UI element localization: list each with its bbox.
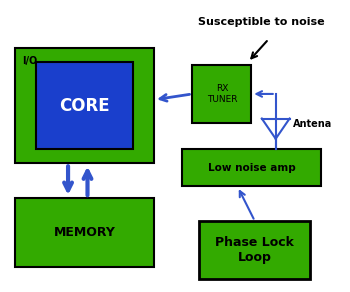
FancyBboxPatch shape: [199, 221, 310, 279]
Text: CORE: CORE: [60, 97, 110, 114]
Text: I/O: I/O: [22, 56, 37, 66]
FancyBboxPatch shape: [193, 65, 251, 123]
FancyBboxPatch shape: [15, 198, 154, 267]
FancyBboxPatch shape: [36, 62, 133, 149]
Text: Low noise amp: Low noise amp: [208, 163, 295, 173]
Text: RX
TUNER: RX TUNER: [206, 84, 237, 104]
Text: MEMORY: MEMORY: [54, 226, 116, 239]
Text: Phase Lock
Loop: Phase Lock Loop: [215, 236, 294, 264]
FancyBboxPatch shape: [182, 149, 321, 187]
Text: Susceptible to noise: Susceptible to noise: [198, 17, 325, 27]
Text: Antena: Antena: [293, 119, 332, 129]
FancyBboxPatch shape: [15, 48, 154, 163]
